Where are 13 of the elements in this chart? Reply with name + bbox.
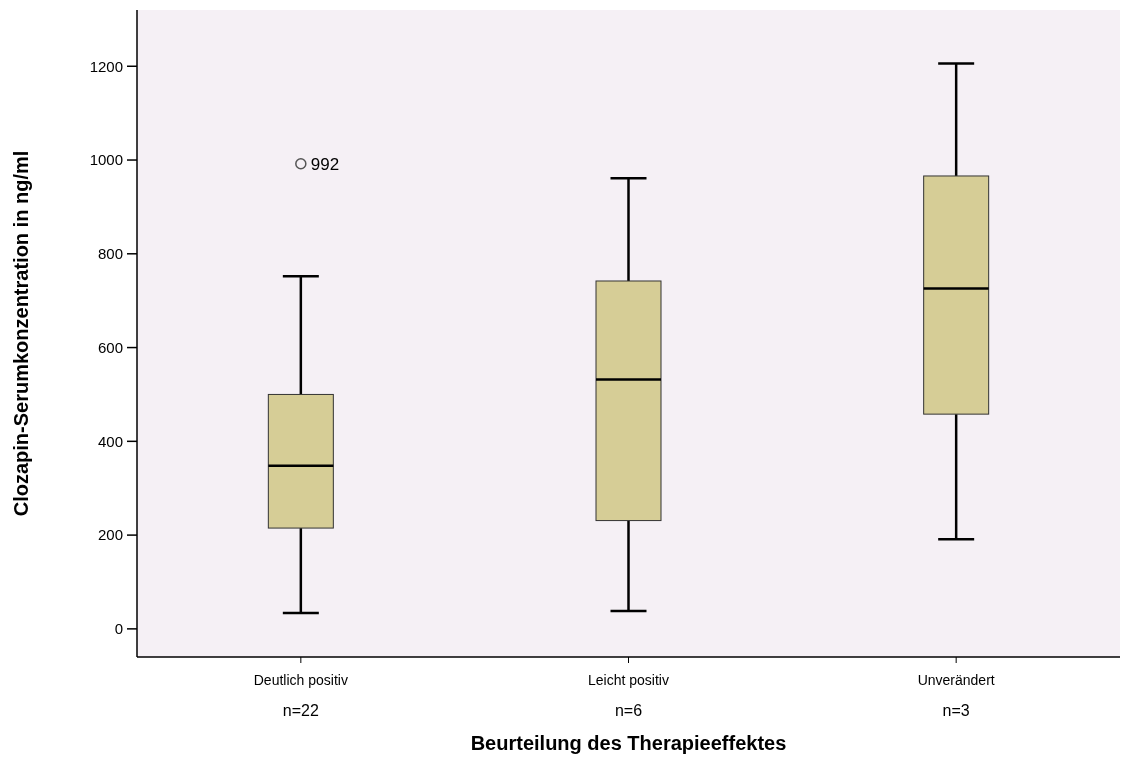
x-axis-title: Beurteilung des Therapieeffektes (470, 732, 787, 754)
y-tick-label: 1000 (89, 151, 123, 169)
y-axis-title: Clozapin-Serumkonzentration in ng/ml (10, 150, 32, 517)
y-tick-label: 0 (114, 620, 123, 638)
y-tick-label: 1200 (89, 57, 123, 75)
y-tick-label: 200 (97, 526, 123, 544)
y-tick-label: 600 (97, 338, 123, 356)
x-tick-label: Leicht positiv n=6 (588, 672, 669, 719)
y-tick-label: 400 (97, 432, 123, 450)
annotation: 992 (310, 154, 340, 174)
y-tick-label: 800 (97, 245, 123, 263)
x-tick-label: Unverändert n=3 (917, 672, 995, 719)
x-tick-label: Deutlich positiv n=22 (253, 672, 348, 719)
